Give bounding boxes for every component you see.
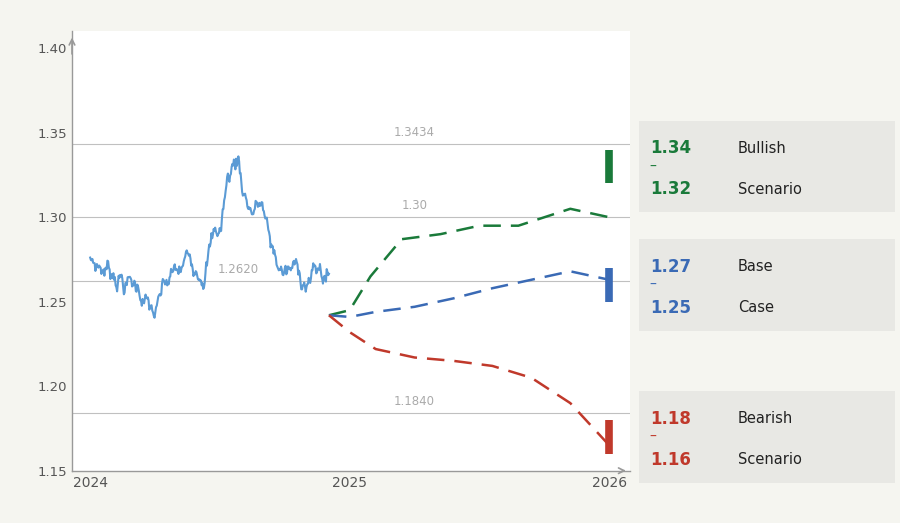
Text: 1.2620: 1.2620 <box>218 264 258 276</box>
Text: 1.16: 1.16 <box>650 451 690 469</box>
Text: –: – <box>650 430 657 444</box>
Text: 1.3434: 1.3434 <box>394 126 435 139</box>
Text: 1.30: 1.30 <box>401 199 428 212</box>
Text: Case: Case <box>738 300 774 315</box>
Text: 1.27: 1.27 <box>650 257 691 276</box>
Text: 1.34: 1.34 <box>650 139 691 157</box>
Text: Bullish: Bullish <box>738 141 787 156</box>
Text: –: – <box>650 278 657 292</box>
Text: 1.32: 1.32 <box>650 180 691 198</box>
Text: Scenario: Scenario <box>738 452 802 467</box>
Text: Bearish: Bearish <box>738 411 793 426</box>
Text: 1.1840: 1.1840 <box>394 395 435 408</box>
Text: 1.18: 1.18 <box>650 410 690 428</box>
Text: Scenario: Scenario <box>738 182 802 197</box>
Text: 1.25: 1.25 <box>650 299 691 317</box>
Text: Base: Base <box>738 259 774 274</box>
Text: –: – <box>650 160 657 174</box>
